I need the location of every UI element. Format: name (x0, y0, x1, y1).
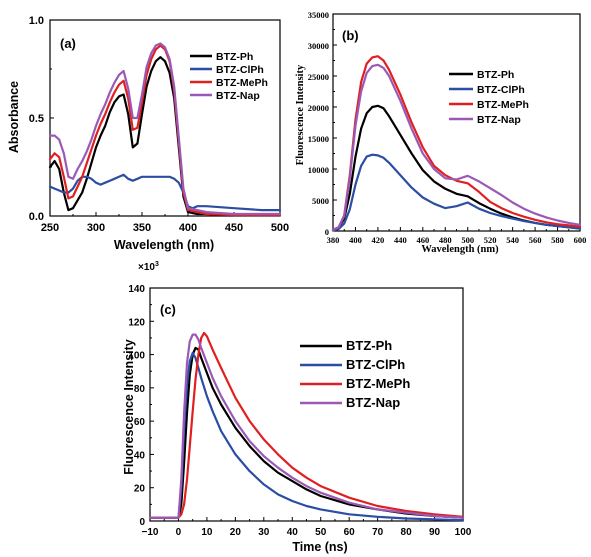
y-tick-label: 120 (128, 317, 145, 328)
plot-frame (332, 13, 581, 232)
legend-label: BTZ-ClPh (216, 64, 264, 76)
x-tick-label: 250 (41, 222, 59, 234)
y-tick-label: 0.5 (29, 113, 44, 125)
x-tick-label: 10 (201, 527, 213, 538)
legend-label: BTZ-Nap (216, 90, 260, 102)
panel-a-label: (a) (60, 36, 76, 51)
x-tick-label: 580 (551, 235, 564, 245)
x-tick-label: 520 (484, 235, 497, 245)
x-tick-label: 420 (372, 235, 385, 245)
series-line-btz-nap (331, 63, 582, 231)
legend-label: BTZ-MePh (477, 99, 529, 111)
x-tick-label: 60 (344, 527, 356, 538)
y-tick-label: 35000 (308, 10, 329, 20)
y-tick-label: 10000 (308, 165, 329, 175)
y-tick-label: 60 (134, 417, 146, 428)
x-tick-label: 500 (461, 235, 474, 245)
x-tick-label: −10 (142, 527, 159, 538)
legend-label: BTZ-Nap (477, 114, 521, 126)
panel-b-ylabel: Fluorescence Intensity (295, 64, 306, 165)
y-tick-label: 0 (139, 517, 145, 528)
legend-label: BTZ-Ph (477, 69, 514, 81)
y-tick-label: 0 (325, 227, 329, 237)
x-tick-label: 500 (271, 222, 289, 234)
x-tick-label: 480 (439, 235, 452, 245)
series-line-btz-ph (331, 104, 582, 231)
x-tick-label: 350 (133, 222, 151, 234)
y-tick-label: 0.0 (29, 211, 44, 223)
panel-c-y-multiplier: ×103 (138, 261, 159, 273)
y-tick-label: 80 (134, 384, 146, 395)
y-tick-label: 140 (128, 284, 145, 295)
x-tick-label: 560 (529, 235, 542, 245)
legend-label: BTZ-ClPh (346, 357, 405, 372)
x-tick-label: 460 (416, 235, 429, 245)
panel-a-ylabel: Absorbance (7, 81, 21, 153)
legend-label: BTZ-Nap (346, 395, 400, 410)
panel-c-label: (c) (160, 302, 176, 317)
y-tick-label: 40 (134, 450, 146, 461)
y-tick-label: 100 (128, 351, 145, 362)
panel-c-xlabel: Time (ns) (292, 540, 347, 554)
legend-label: BTZ-Ph (216, 51, 253, 63)
series-line-btz-clph (148, 351, 465, 522)
x-tick-label: 300 (87, 222, 105, 234)
y-tick-label: 20000 (308, 103, 329, 113)
x-tick-label: 30 (258, 527, 270, 538)
series-line-btz-nap (48, 42, 282, 216)
chart-panel-a: (a) Absorbance Wavelength (nm) 250 300 350… (7, 15, 289, 252)
y-tick-label: 15000 (308, 134, 329, 144)
x-tick-label: 80 (401, 527, 413, 538)
series-line-btz-nap (148, 333, 465, 519)
x-tick-label: 400 (349, 235, 362, 245)
y-tick-label: 25000 (308, 72, 329, 82)
chart-panel-b: (b) Fluorescence Intensity Wavelength (n… (295, 10, 586, 255)
panel-b-label: (b) (342, 28, 359, 43)
x-tick-label: 450 (225, 222, 243, 234)
y-tick-label: 1.0 (29, 15, 44, 27)
x-tick-label: 90 (429, 527, 441, 538)
x-tick-label: 600 (574, 235, 587, 245)
x-tick-label: 0 (176, 527, 182, 538)
chart-panel-c: (c) Fluorescence Intensity Time (ns) ×10… (122, 261, 472, 554)
series-line-btz-clph (48, 173, 282, 212)
legend-label: BTZ-MePh (346, 376, 410, 391)
legend-label: BTZ-ClPh (477, 84, 525, 96)
x-tick-label: 100 (455, 527, 472, 538)
x-tick-label: 540 (506, 235, 519, 245)
x-tick-label: 40 (287, 527, 299, 538)
x-tick-label: 20 (230, 527, 242, 538)
series-line-btz-clph (331, 153, 582, 232)
legend-label: BTZ-MePh (216, 77, 268, 89)
y-tick-label: 5000 (312, 196, 329, 206)
series-line-btz-meph (331, 55, 582, 231)
series-line-btz-ph (148, 346, 465, 519)
panel-a-xlabel: Wavelength (nm) (114, 238, 214, 252)
x-tick-label: 70 (372, 527, 384, 538)
legend-label: BTZ-Ph (346, 338, 392, 353)
x-tick-label: 400 (179, 222, 197, 234)
panel-b-xlabel: Wavelength (nm) (421, 244, 499, 255)
series-line-btz-meph (148, 331, 465, 519)
y-tick-label: 20 (134, 484, 146, 495)
y-tick-label: 30000 (308, 41, 329, 51)
panel-c-ylabel: Fluorescence Intensity (122, 339, 136, 475)
x-tick-label: 50 (315, 527, 327, 538)
x-tick-label: 380 (327, 235, 340, 245)
x-tick-label: 440 (394, 235, 407, 245)
